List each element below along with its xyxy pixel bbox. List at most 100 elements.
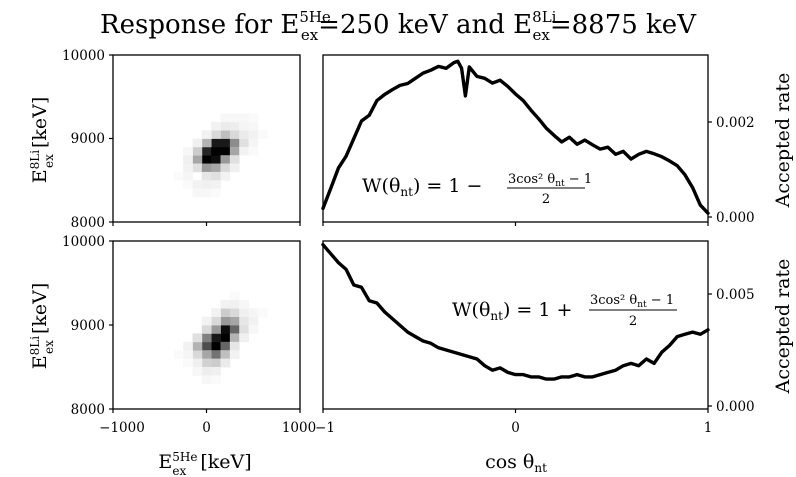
heatmap-cell xyxy=(201,325,212,334)
heatmap-cells xyxy=(173,291,268,385)
heatmap-cell xyxy=(183,163,193,173)
formula-annotation: W(θnt) = 1 + 3cos² θnt − 1 2 xyxy=(452,293,677,329)
heatmap-cell xyxy=(183,146,193,156)
y-tick-label: 10000 xyxy=(62,234,105,250)
heatmap-cell xyxy=(201,130,212,139)
heatmap-cell xyxy=(220,299,231,309)
heatmap-cell xyxy=(229,316,240,326)
heatmap-cell xyxy=(173,350,184,359)
heatmap-cell xyxy=(183,350,193,359)
heatmap-cell xyxy=(201,188,212,198)
heatmap-cell xyxy=(239,308,249,317)
y-axis-label: Accepted rate xyxy=(772,73,794,209)
heatmap-cell xyxy=(192,188,203,198)
heatmap-cell xyxy=(201,367,212,376)
heatmap-cell xyxy=(183,180,193,189)
heatmap-cell xyxy=(211,163,221,173)
heatmap-cell xyxy=(229,155,240,164)
x-axis-ticks: −1000 0 1000 xyxy=(99,409,316,436)
formula-denominator: 2 xyxy=(542,192,550,207)
x-tick-label: 0 xyxy=(202,420,211,436)
formula-lhs: W(θnt) = 1 + xyxy=(452,299,572,323)
heatmap-cell xyxy=(211,180,221,189)
series-line xyxy=(321,59,710,215)
heatmap-cell xyxy=(211,308,221,317)
heatmap-cell xyxy=(192,163,203,173)
plot-frame xyxy=(322,240,709,410)
heatmap-cell xyxy=(220,121,231,131)
heatmap-cell xyxy=(229,163,240,173)
heatmap-cell xyxy=(201,333,212,343)
y-tick-label: 0.000 xyxy=(716,210,755,226)
y-axis-ticks: 0.000 0.002 xyxy=(708,115,755,226)
heatmap-cell xyxy=(201,171,212,181)
heatmap-cells xyxy=(173,113,268,198)
heatmap-cell xyxy=(201,180,212,189)
bottom-right-line-plot: −1 0 1 0.000 0.005 Accepted rate cos θnt… xyxy=(315,240,794,475)
heatmap-cell xyxy=(192,341,203,351)
heatmap-cell xyxy=(201,163,212,173)
heatmap-cell xyxy=(211,155,221,164)
heatmap-cell xyxy=(248,121,259,131)
heatmap-cell xyxy=(220,155,231,164)
series-line xyxy=(321,243,710,381)
y-tick-label: 10000 xyxy=(62,48,105,64)
heatmap-cell xyxy=(192,155,203,164)
y-tick-label: 9000 xyxy=(71,318,105,334)
y-axis-ticks: 0.000 0.005 xyxy=(708,287,755,415)
heatmap-cell xyxy=(211,375,221,385)
heatmap-cell xyxy=(192,367,203,376)
y-tick-label: 0.000 xyxy=(716,399,755,415)
y-axis-label: Accepted rate xyxy=(772,259,794,395)
heatmap-cell xyxy=(211,146,221,156)
heatmap-cell xyxy=(201,350,212,359)
heatmap-cell xyxy=(220,163,231,173)
y-tick-label: 8000 xyxy=(71,215,105,231)
heatmap-cell xyxy=(239,130,249,139)
heatmap-cell xyxy=(239,146,249,156)
y-axis-ticks: 8000 9000 10000 xyxy=(62,48,113,231)
heatmap-cell xyxy=(239,325,249,334)
heatmap-cell xyxy=(220,113,231,123)
heatmap-cell xyxy=(248,146,259,156)
heatmap-cell xyxy=(192,146,203,156)
y-tick-label: 0.002 xyxy=(716,115,755,131)
heatmap-cell xyxy=(201,358,212,368)
heatmap-cell xyxy=(239,113,249,123)
x-axis-label: E5He ex [keV] xyxy=(158,450,251,477)
heatmap-cell xyxy=(248,316,259,326)
heatmap-cell xyxy=(211,325,221,334)
chart-title: Response for E5He ex=250 keV and E8Li ex=8… xyxy=(100,8,697,44)
heatmap-cell xyxy=(220,138,231,148)
heatmap-cell xyxy=(229,291,240,301)
heatmap-cell xyxy=(248,308,259,317)
heatmap-cell xyxy=(192,138,203,148)
heatmap-cell xyxy=(220,130,231,139)
x-axis-ticks xyxy=(322,222,709,226)
heatmap-cell xyxy=(211,341,221,351)
heatmap-cell xyxy=(229,341,240,351)
heatmap-cell xyxy=(211,350,221,359)
y-axis-ticks: 8000 9000 10000 xyxy=(62,234,113,418)
heatmap-cell xyxy=(229,113,240,123)
heatmap-cell xyxy=(173,171,184,181)
heatmap-cell xyxy=(211,138,221,148)
heatmap-cell xyxy=(201,375,212,385)
x-tick-label: −1 xyxy=(315,420,335,436)
heatmap-cell xyxy=(211,367,221,376)
heatmap-cell xyxy=(229,350,240,359)
heatmap-cell xyxy=(248,130,259,139)
bottom-left-heatmap: 8000 9000 10000 −1000 0 1000 E8Liex [keV… xyxy=(28,234,316,477)
heatmap-cell xyxy=(229,130,240,139)
heatmap-cell xyxy=(220,316,231,326)
heatmap-cell xyxy=(183,358,193,368)
formula-lhs: W(θnt) = 1 − xyxy=(362,175,482,199)
heatmap-cell xyxy=(229,138,240,148)
heatmap-cell xyxy=(257,130,268,139)
heatmap-cell xyxy=(229,325,240,334)
x-tick-label: −1000 xyxy=(99,420,145,436)
heatmap-cell xyxy=(248,138,259,148)
y-tick-label: 9000 xyxy=(71,131,105,147)
x-tick-label: 0 xyxy=(511,420,520,436)
formula-numerator: 3cos² θnt − 1 xyxy=(508,172,592,189)
